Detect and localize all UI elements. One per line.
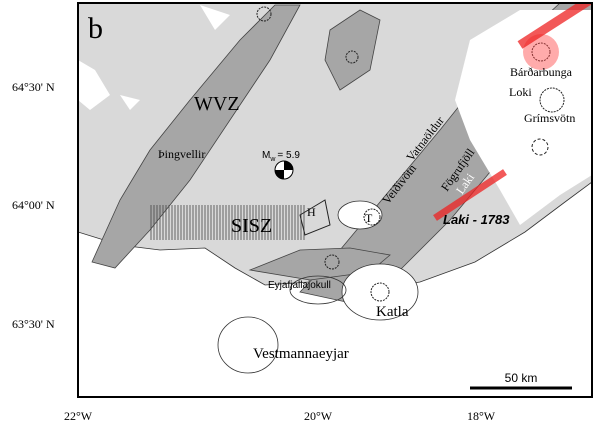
magnitude-value: = 5.9 [277, 150, 300, 161]
scale-label: 50 km [505, 371, 538, 385]
magnitude-subscript: w [269, 156, 276, 163]
laki-fissure [433, 169, 507, 221]
label: Laki - 1783 [443, 212, 510, 227]
panel-label: b [88, 12, 103, 45]
focal-mechanism-quadrants [275, 161, 293, 179]
katla-glacier [341, 263, 419, 321]
hekla-outline [299, 199, 331, 236]
label: SISZ [231, 215, 272, 237]
label: Bárðarbunga [510, 65, 573, 79]
lat-label: 64°00' N [12, 198, 55, 212]
eyjafjallajokull-outline [289, 275, 347, 305]
sisz-hatch [150, 205, 305, 240]
label: WVZ [194, 93, 240, 115]
vatnajokull [455, 10, 592, 225]
north-zone [324, 9, 381, 91]
lon-label: 20°W [304, 409, 333, 423]
lon-label: 22°W [64, 409, 93, 423]
label: Grímsvötn [524, 111, 575, 125]
magnitude: Mw = 5.9 [262, 150, 300, 163]
frame [77, 2, 593, 398]
magnitude-symbol: M [262, 150, 270, 161]
bardarbunga-highlight [523, 34, 559, 70]
label: T [365, 211, 373, 225]
lat-label: 63°30' N [12, 317, 55, 331]
label: Katla [376, 304, 409, 320]
label: Eyjafjallajokull [268, 280, 331, 291]
map-body [78, 3, 592, 397]
coast-patches [78, 5, 230, 110]
lat-label: 64°30' N [12, 80, 55, 94]
bardarbunga-fissure [517, 3, 592, 49]
calderas [256, 6, 565, 302]
vestmannaeyjar-outline [217, 316, 279, 374]
torfajokull [337, 200, 383, 230]
label: Vestmannaeyjar [253, 346, 349, 362]
lon-label: 18°W [467, 409, 496, 423]
label: H [307, 205, 316, 219]
label: Loki [509, 85, 532, 99]
label: Þingvellir [158, 147, 205, 161]
